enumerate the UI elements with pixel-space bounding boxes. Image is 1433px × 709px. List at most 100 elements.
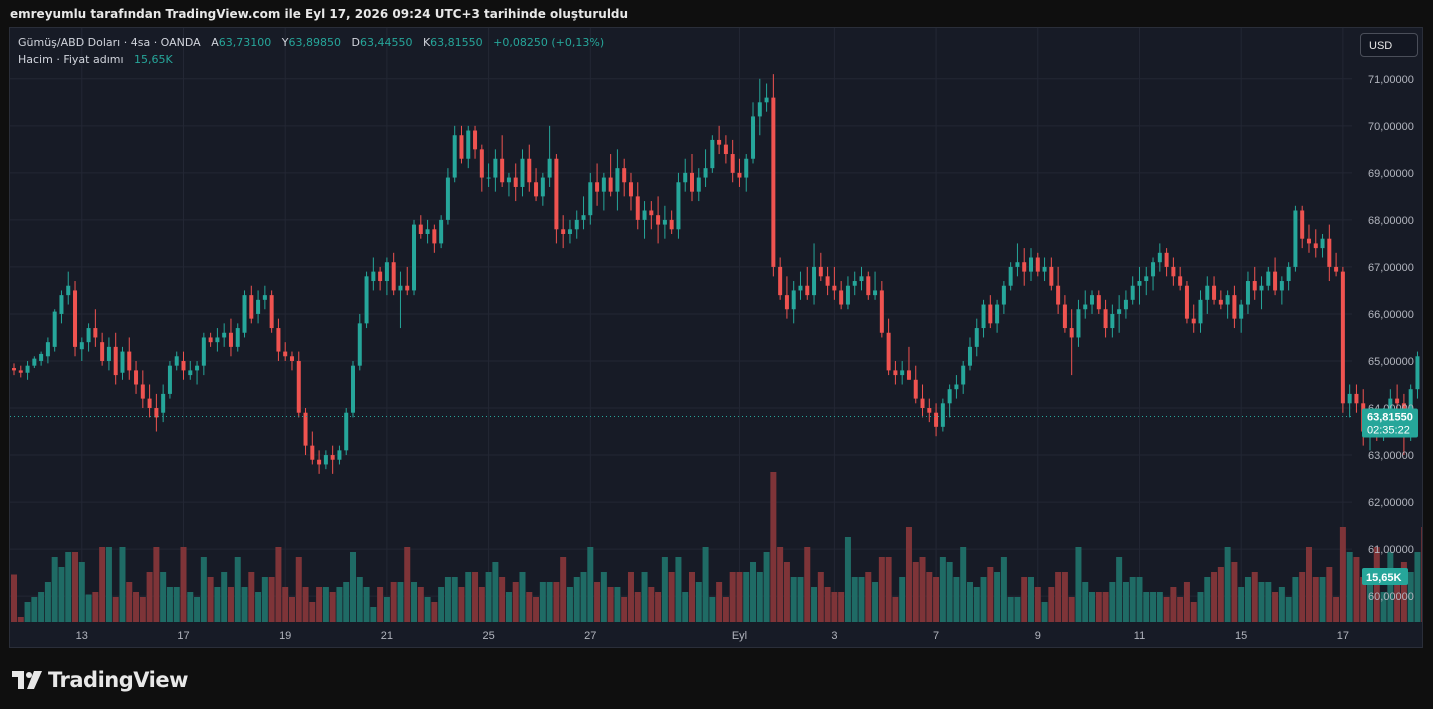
time-tick-label: 13: [76, 630, 88, 642]
volume-bar: [1346, 552, 1353, 622]
symbol-legend[interactable]: Gümüş/ABD Doları · 4sa · OANDA A63,73100…: [18, 36, 604, 49]
candle-body: [1320, 238, 1325, 249]
volume-value: 15,65K: [134, 53, 173, 66]
volume-bar: [227, 587, 234, 622]
candle-body: [859, 276, 864, 282]
candle-body: [703, 168, 708, 178]
volume-bar: [600, 572, 607, 622]
candle-body: [1334, 266, 1339, 272]
volume-bar: [343, 582, 350, 622]
candle-body: [683, 172, 688, 183]
candle-body: [86, 328, 91, 343]
candle-body: [310, 445, 315, 460]
candle-body: [1212, 285, 1217, 300]
volume-bar: [1333, 597, 1340, 622]
volume-bar: [444, 577, 451, 622]
volume-bar: [892, 597, 899, 622]
chart-frame[interactable]: 71,00000 70,00000 69,00000 68,00000 67,00000…: [9, 27, 1423, 648]
candle-body: [215, 337, 220, 343]
volume-bar: [65, 552, 72, 622]
candle-body: [635, 196, 640, 220]
candle-body: [554, 158, 559, 230]
volume-label[interactable]: Hacim · Fiyat adımı: [18, 53, 124, 66]
volume-bar: [1041, 602, 1048, 622]
open-value: 63,73100: [218, 36, 272, 49]
volume-bar: [505, 592, 512, 622]
time-tick-label: 25: [482, 630, 494, 642]
volume-bar: [458, 587, 465, 622]
volume-bar: [1339, 527, 1346, 622]
candle-body: [669, 219, 674, 230]
candle-body: [228, 332, 233, 347]
candle-body: [690, 172, 694, 192]
candle-body: [1232, 295, 1237, 319]
tradingview-logo-icon: [12, 671, 42, 689]
volume-bar: [465, 572, 472, 622]
candle-body: [540, 177, 545, 197]
candle-body: [1001, 285, 1006, 305]
price-tick-label: 68,00000: [1368, 215, 1414, 227]
volume-bar: [485, 572, 492, 622]
volume-bar: [533, 597, 540, 622]
volume-bar: [539, 582, 546, 622]
candle-body: [201, 337, 206, 366]
volume-bar: [804, 547, 811, 622]
candle-body: [547, 158, 552, 178]
candle-body: [527, 158, 532, 183]
candle-body: [147, 398, 152, 409]
price-tick-label: 60,00000: [1368, 591, 1414, 603]
volume-bar: [722, 597, 729, 622]
candle-body: [100, 342, 105, 361]
volume-bar: [1285, 597, 1292, 622]
symbol-name[interactable]: Gümüş/ABD Doları · 4sa · OANDA: [18, 36, 201, 49]
candle-body: [323, 455, 328, 465]
current-price-tag: 63,81550 02:35:22: [1362, 408, 1418, 438]
attribution-text: emreyumlu tarafından TradingView.com ile…: [10, 7, 629, 21]
candle-body: [601, 177, 606, 192]
candle-body: [1279, 281, 1284, 291]
candle-body: [1178, 276, 1183, 286]
volume-bar: [844, 537, 851, 622]
volume-bar: [72, 552, 79, 622]
volume-bar: [811, 587, 818, 622]
time-axis[interactable]: 13 17 19 21 25 27 Eyl 3 7 9 11 15 17: [76, 630, 1349, 642]
volume-bar: [370, 607, 377, 622]
currency-button[interactable]: USD: [1360, 33, 1418, 57]
candlestick-chart[interactable]: 71,00000 70,00000 69,00000 68,00000 67,00000…: [10, 28, 1423, 648]
candle-body: [879, 290, 884, 333]
candle-body: [425, 229, 430, 234]
volume-bar: [492, 562, 499, 622]
candle-body: [906, 370, 911, 380]
candle-body: [954, 384, 959, 390]
volume-bar: [1353, 557, 1360, 622]
volume-bar: [973, 587, 980, 622]
volume-bar: [126, 582, 133, 622]
candle-body: [757, 102, 762, 117]
volume-bar: [621, 597, 628, 622]
tradingview-logo[interactable]: TradingView: [12, 667, 188, 693]
volume-bar: [1068, 597, 1075, 622]
candle-body: [662, 219, 667, 225]
low-value: 63,44550: [359, 36, 413, 49]
volume-bar: [790, 577, 797, 622]
volume-bar: [1163, 597, 1170, 622]
time-tick-label: 3: [831, 630, 837, 642]
volume-bar: [105, 547, 112, 622]
candle-body: [1110, 313, 1115, 329]
candle-body: [330, 455, 335, 460]
candle-body: [1015, 262, 1020, 267]
volume-legend[interactable]: Hacim · Fiyat adımı 15,65K: [18, 53, 173, 66]
volume-bar: [51, 557, 58, 622]
volume-bar: [1089, 592, 1096, 622]
volume-bar: [1387, 552, 1394, 622]
candle-body: [642, 210, 647, 220]
candle-body: [1388, 398, 1393, 413]
volume-bar: [587, 547, 594, 622]
candle-body: [805, 285, 810, 296]
price-axis[interactable]: 71,00000 70,00000 69,00000 68,00000 67,00000…: [1368, 74, 1414, 603]
volume-bar: [1102, 592, 1109, 622]
candle-body: [608, 177, 613, 192]
candle-body: [188, 370, 193, 376]
volume-bar: [187, 592, 194, 622]
candle-body: [52, 311, 57, 347]
